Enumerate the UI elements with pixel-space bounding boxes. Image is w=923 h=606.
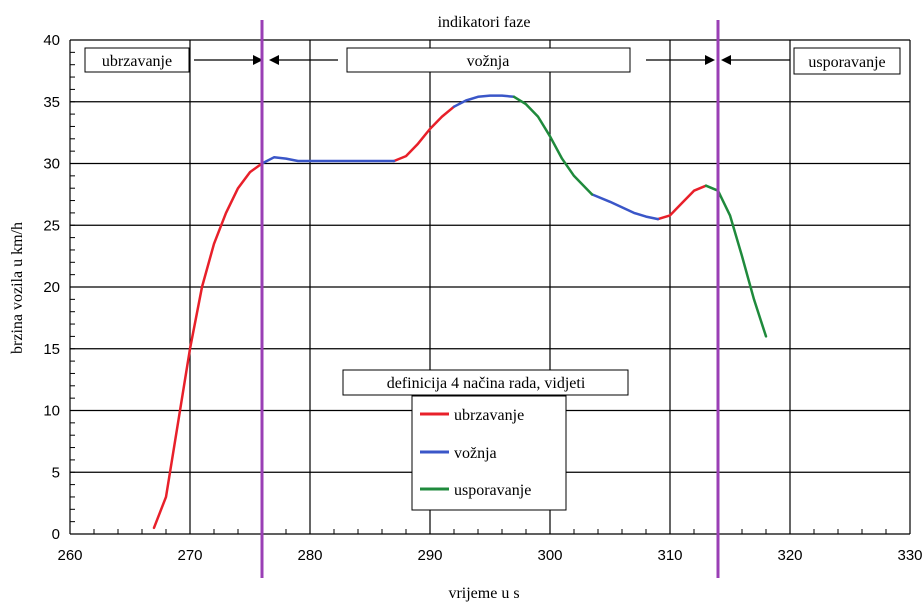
phase-label-ubrzavanje: ubrzavanje xyxy=(102,53,172,70)
series-line-ubrzavanje xyxy=(656,184,708,221)
y-tick-label: 35 xyxy=(43,94,60,111)
x-tick-label: 270 xyxy=(177,547,202,564)
arrow-head xyxy=(269,55,279,65)
minor-ticks xyxy=(69,39,911,535)
x-tick-label: 290 xyxy=(417,547,442,564)
x-tick-label: 310 xyxy=(657,547,682,564)
y-tick-label: 40 xyxy=(43,32,60,49)
x-tick-label: 320 xyxy=(777,547,802,564)
y-tick-label: 10 xyxy=(43,403,60,420)
legend-title: definicija 4 načina rada, vidjeti xyxy=(387,375,586,392)
legend-label-voznja: vožnja xyxy=(454,445,497,462)
series-line-ubrzavanje xyxy=(152,162,264,530)
legend-label-usporavanje: usporavanje xyxy=(454,482,531,499)
phase-label-voznja: vožnja xyxy=(467,53,510,70)
y-tick-label: 15 xyxy=(43,341,60,358)
arrow-head xyxy=(253,55,263,65)
phase-box-ubrzavanje xyxy=(84,47,190,73)
grid-lines xyxy=(69,39,911,535)
x-tick-labels: 260 270 280 290 300 310 320 330 xyxy=(57,547,922,564)
series-line-vožnja xyxy=(452,94,516,108)
legend-label-ubrzavanje: ubrzavanje xyxy=(454,407,524,424)
series-line-ubrzavanje xyxy=(392,105,456,163)
phase-label-usporavanje: usporavanje xyxy=(808,54,885,71)
phase-box-voznja xyxy=(346,47,631,73)
series-line-usporavanje xyxy=(704,184,768,338)
x-axis-label: vrijeme u s xyxy=(448,585,519,602)
series-line-vožnja xyxy=(590,193,660,221)
arrow-head xyxy=(721,55,731,65)
phase-lines xyxy=(260,20,720,578)
y-tick-labels: 0 5 10 15 20 25 30 35 40 xyxy=(43,32,60,543)
y-tick-label: 30 xyxy=(43,156,60,173)
x-tick-label: 300 xyxy=(537,547,562,564)
series-line-vožnja xyxy=(260,156,396,165)
legend-title-box xyxy=(342,369,629,396)
y-axis-label: brzina vozila u km/h xyxy=(9,222,26,354)
phase-box-usporavanje xyxy=(793,47,901,75)
x-tick-label: 280 xyxy=(297,547,322,564)
chart-title: indikatori faze xyxy=(438,14,531,31)
series-line-usporavanje xyxy=(512,95,594,196)
x-tick-label: 260 xyxy=(57,547,82,564)
y-tick-label: 5 xyxy=(52,464,60,481)
x-tick-label: 330 xyxy=(897,547,922,564)
arrow-head xyxy=(705,55,715,65)
series-group xyxy=(152,94,768,530)
phase-indicators: ubrzavanje vožnja usporavanje xyxy=(84,47,901,75)
y-tick-label: 25 xyxy=(43,217,60,234)
legend: definicija 4 načina rada, vidjeti ubrzav… xyxy=(342,369,629,511)
y-tick-label: 0 xyxy=(52,526,60,543)
y-tick-label: 20 xyxy=(43,279,60,296)
